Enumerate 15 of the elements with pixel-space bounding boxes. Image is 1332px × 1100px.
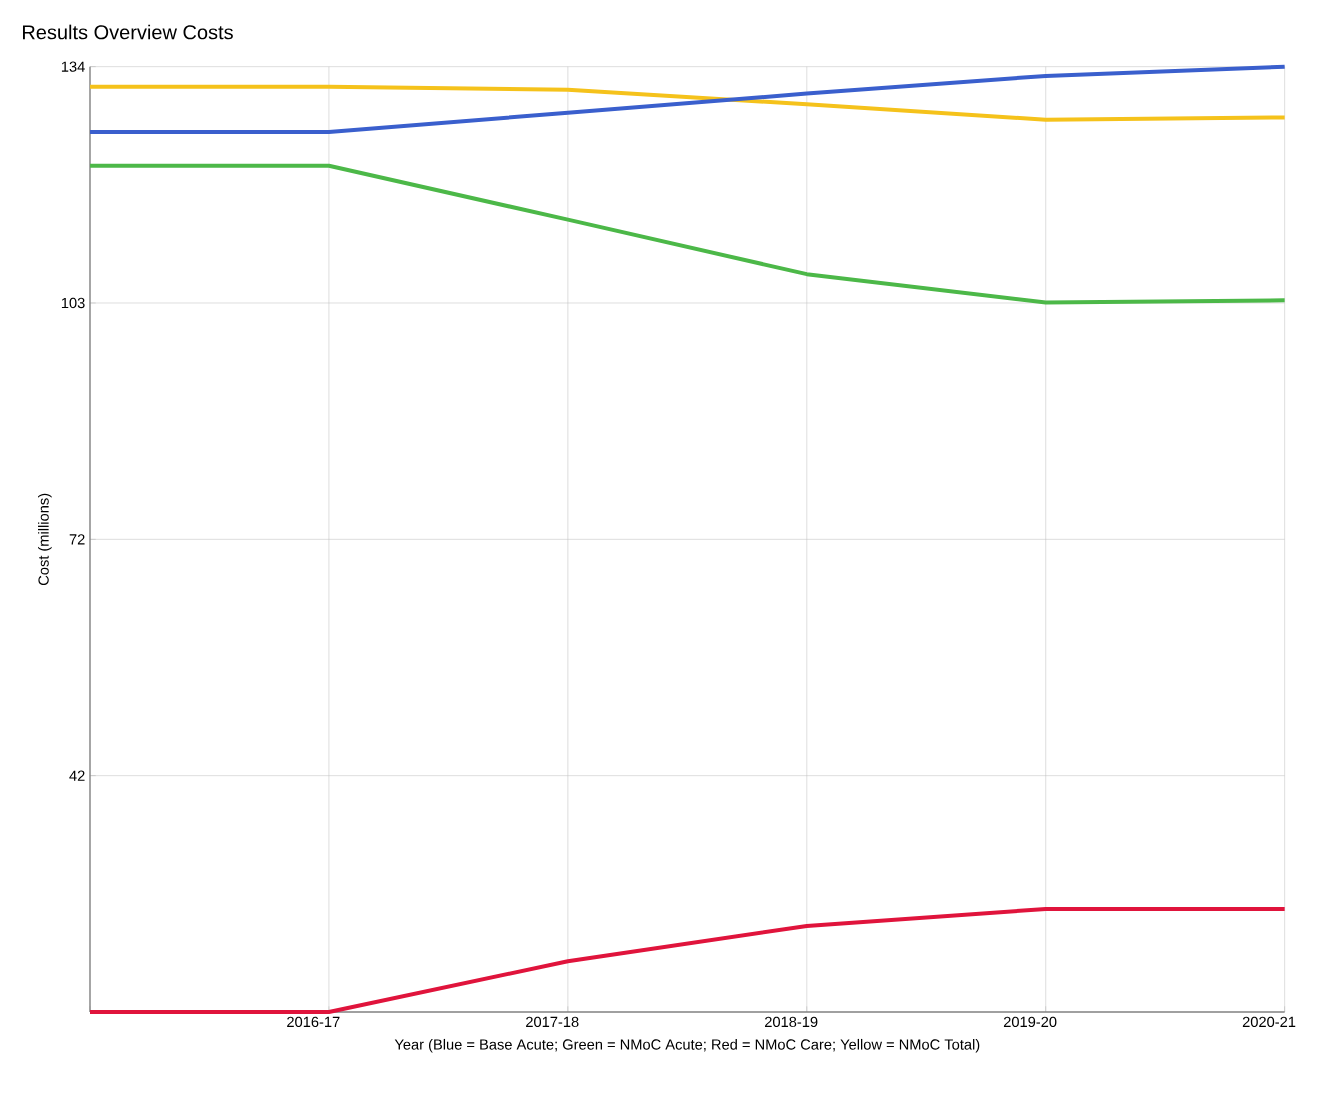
y-tick-label: 42 — [69, 770, 85, 781]
x-tick-label: 2016-17 — [287, 1016, 340, 1028]
x-tick-label: 2017-18 — [526, 1016, 579, 1028]
y-tick-label: 134 — [61, 61, 85, 72]
x-tick-label: 2019-20 — [1003, 1016, 1057, 1028]
x-tick-label: 2020-21 — [1242, 1016, 1296, 1028]
chart-title: Results Overview Costs — [23, 24, 233, 40]
y-axis-title: Cost (millions) — [38, 493, 52, 586]
line-series — [88, 64, 1287, 134]
line-series — [88, 84, 1287, 122]
line-series — [88, 163, 1287, 305]
y-tick-label: 72 — [69, 534, 85, 545]
y-tick-label: 103 — [61, 297, 85, 309]
x-axis-title: Year (Blue = Base Acute; Green = NMoC Acute; Red = NMoC Care; Yellow = NMoC Total) — [394, 1038, 980, 1053]
x-tick-label: 2018-19 — [765, 1016, 818, 1028]
